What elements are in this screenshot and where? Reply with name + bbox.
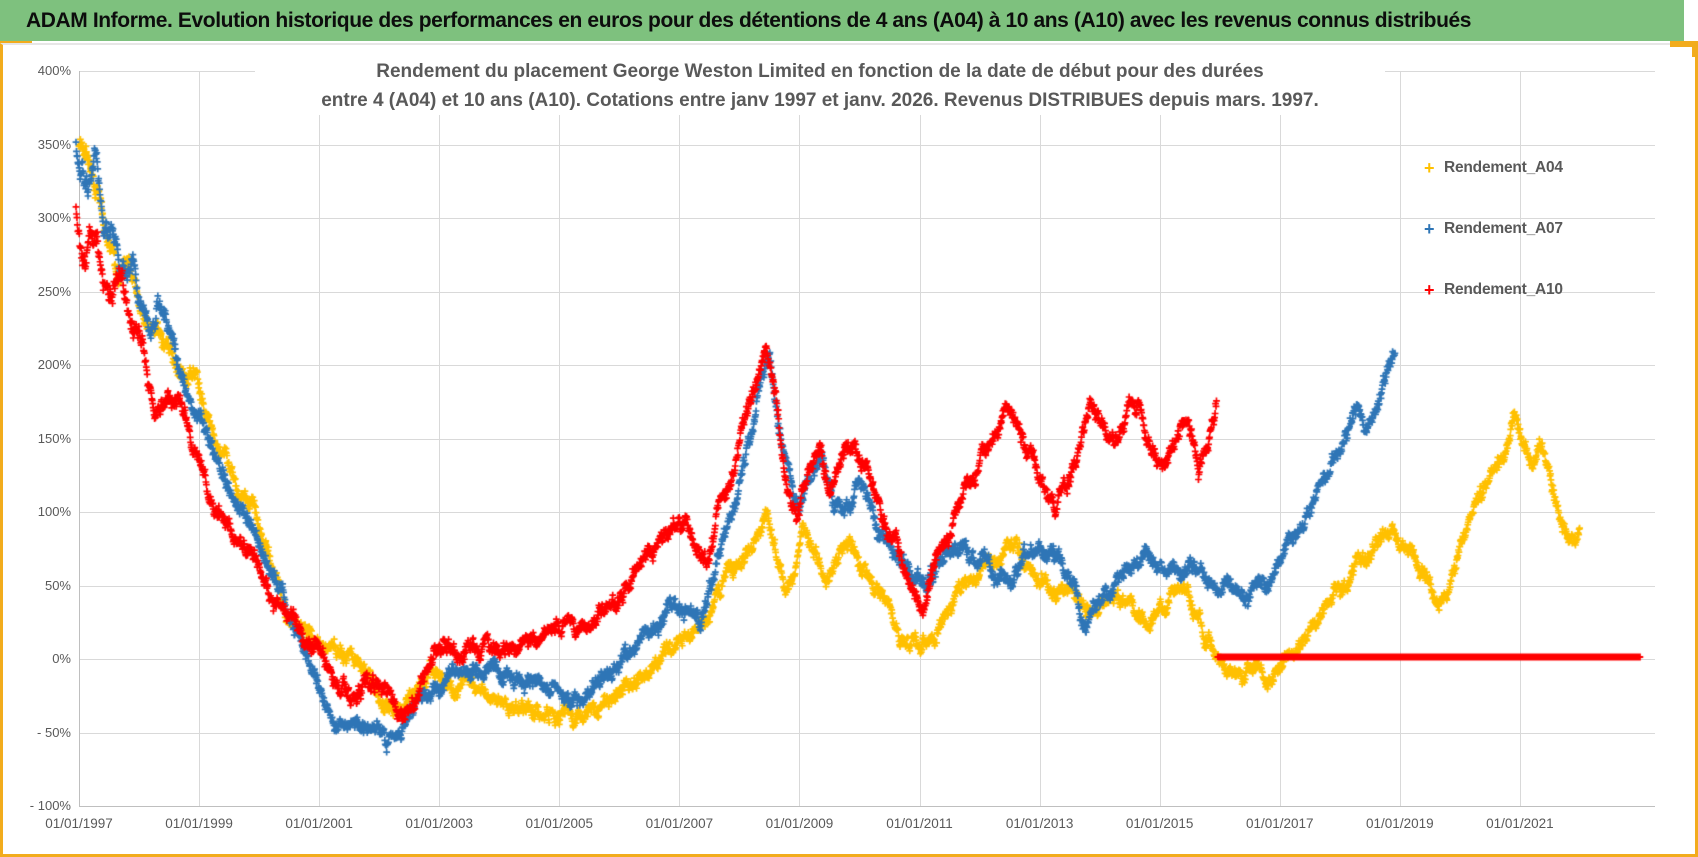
- legend-label-a10: Rendement_A10: [1444, 281, 1563, 298]
- gold-accent-corner-edge: [1692, 41, 1698, 57]
- legend-item-a07[interactable]: + Rendement_A07: [1424, 217, 1563, 241]
- chart-title-line2: entre 4 (A04) et 10 ans (A10). Cotations…: [321, 90, 1319, 111]
- legend-label-a07: Rendement_A07: [1444, 220, 1563, 237]
- plus-marker-icon: +: [1424, 218, 1435, 239]
- legend-label-a04: Rendement_A04: [1444, 159, 1563, 176]
- legend: + Rendement_A04 + Rendement_A07 + Rendem…: [1424, 156, 1563, 339]
- plus-marker-icon: +: [1424, 157, 1435, 178]
- gold-accent-corner: [1670, 41, 1698, 47]
- chart-title-line1: Rendement du placement George Weston Lim…: [376, 61, 1264, 82]
- plus-marker-icon: +: [1424, 279, 1435, 300]
- chart-title: Rendement du placement George Weston Lim…: [255, 57, 1385, 115]
- legend-item-a04[interactable]: + Rendement_A04: [1424, 156, 1563, 180]
- legend-item-a10[interactable]: + Rendement_A10: [1424, 278, 1563, 302]
